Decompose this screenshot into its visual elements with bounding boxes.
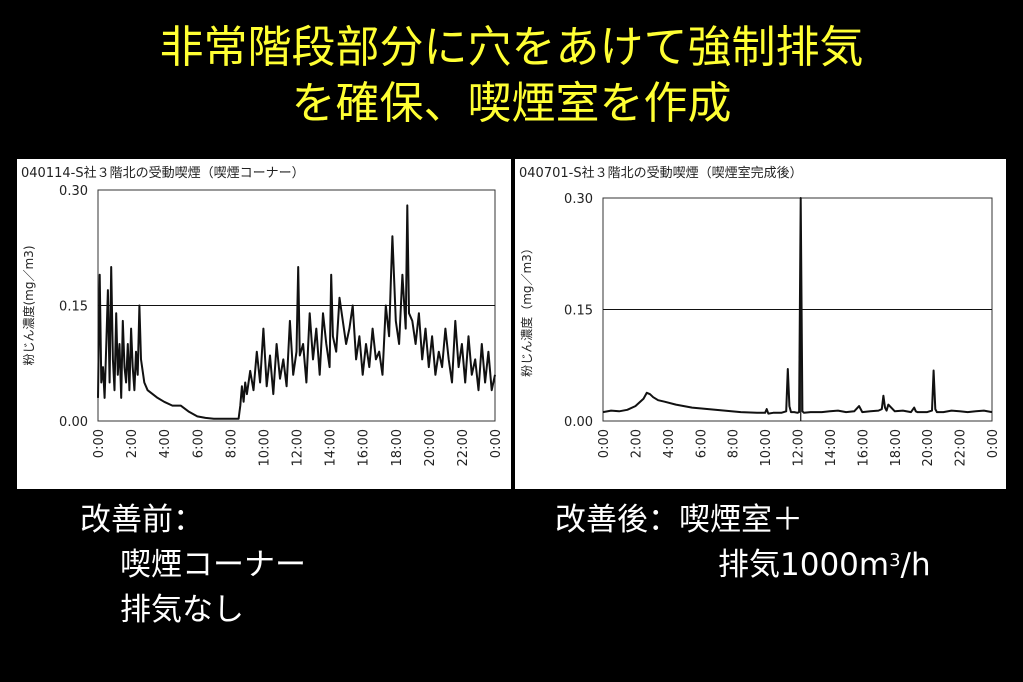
caption-before-line-2: 喫煙コーナー <box>120 547 306 583</box>
chart-title: 040114-S社３階北の受動喫煙（喫煙コーナー） <box>21 165 305 181</box>
x-tick-label: 12:00 <box>291 429 306 466</box>
x-tick-label: 0:00 <box>597 429 612 458</box>
y-tick-label: 0.30 <box>564 192 593 207</box>
slide-title: 非常階段部分に穴をあけて強制排気 を確保、喫煙室を作成 <box>0 20 1023 132</box>
x-tick-label: 6:00 <box>191 429 206 458</box>
x-tick-label: 8:00 <box>727 429 742 458</box>
chart-panel-after: 040701-S社３階北の受動喫煙（喫煙室完成後） 0.00 0.15 0.30 粉じん… <box>515 159 1006 489</box>
x-tick-label: 0:00 <box>489 429 504 458</box>
x-tick-label: 0:00 <box>92 429 107 458</box>
caption-after-line-1: 改善後：喫煙室＋ <box>555 502 803 538</box>
x-tick-label: 0:00 <box>986 429 1001 458</box>
x-tick-label: 22:00 <box>456 429 471 466</box>
series-line <box>97 204 496 420</box>
y-tick-label: 0.00 <box>59 415 88 430</box>
x-tick-label: 16:00 <box>357 429 372 466</box>
caption-after-line-2: 排気1000m3/h <box>718 545 931 585</box>
title-line-1: 非常階段部分に穴をあけて強制排気 <box>159 22 864 73</box>
x-tick-label: 20:00 <box>921 429 936 466</box>
x-tick-label: 6:00 <box>694 429 709 458</box>
chart-panel-before: 040114-S社３階北の受動喫煙（喫煙コーナー） 0.00 0.15 0.30 粉じん… <box>17 159 511 489</box>
x-tick-label: 14:00 <box>824 429 839 466</box>
x-tick-label: 14:00 <box>324 429 339 466</box>
y-axis-label: 粉じん濃度(mg／m3) <box>21 246 36 366</box>
chart-before: 040114-S社３階北の受動喫煙（喫煙コーナー） 0.00 0.15 0.30 粉じん… <box>21 165 504 466</box>
x-tick-label: 2:00 <box>629 429 644 458</box>
title-line-2: を確保、喫煙室を作成 <box>291 78 732 129</box>
caption-before-line-3: 排気なし <box>120 592 244 628</box>
caption-before-line-1: 改善前： <box>80 502 204 538</box>
x-tick-label: 22:00 <box>954 429 969 466</box>
series-line <box>602 197 993 415</box>
caption-after-superscript: 3 <box>889 550 901 571</box>
x-tick-label: 20:00 <box>423 429 438 466</box>
caption-after-prefix: 排気1000m <box>718 547 890 583</box>
x-tick-label: 12:00 <box>792 429 807 466</box>
y-tick-label: 0.15 <box>564 304 593 319</box>
x-tick-label: 18:00 <box>889 429 904 466</box>
x-tick-label: 4:00 <box>662 429 677 458</box>
y-axis-label: 粉じん濃度（mg／m3） <box>519 242 534 377</box>
y-tick-label: 0.15 <box>59 300 88 315</box>
chart-after: 040701-S社３階北の受動喫煙（喫煙室完成後） 0.00 0.15 0.30 粉じん… <box>519 165 1001 466</box>
x-tick-label: 10:00 <box>257 429 272 466</box>
x-tick-label: 2:00 <box>125 429 140 458</box>
caption-after-suffix: /h <box>900 547 931 583</box>
chart-title: 040701-S社３階北の受動喫煙（喫煙室完成後） <box>519 165 803 181</box>
y-tick-label: 0.00 <box>564 415 593 430</box>
x-tick-label: 8:00 <box>224 429 239 458</box>
x-tick-label: 4:00 <box>158 429 173 458</box>
y-tick-label: 0.30 <box>59 184 88 199</box>
x-tick-label: 10:00 <box>759 429 774 466</box>
x-tick-label: 16:00 <box>856 429 871 466</box>
x-tick-label: 18:00 <box>390 429 405 466</box>
